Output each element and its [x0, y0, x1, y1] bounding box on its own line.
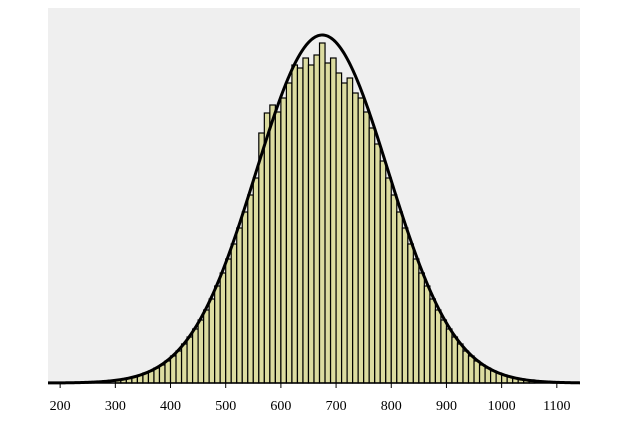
bar [418, 272, 425, 384]
bar [313, 54, 321, 384]
bar [219, 272, 227, 384]
bar [401, 227, 409, 384]
bar [263, 112, 271, 384]
bar [247, 194, 254, 384]
bar [462, 350, 470, 384]
bar [280, 97, 288, 384]
x-tick-label: 1000 [488, 399, 516, 414]
bar [180, 343, 188, 384]
normal-curve [47, 33, 581, 385]
bar [197, 319, 205, 384]
bar [269, 104, 276, 384]
x-tick-label: 1100 [543, 399, 570, 414]
bar [374, 143, 381, 384]
x-tick-label: 300 [105, 399, 126, 414]
bar [175, 350, 183, 384]
bar [434, 309, 442, 384]
bar [252, 177, 260, 384]
bar [225, 258, 232, 384]
bar [302, 57, 310, 384]
bar [203, 309, 210, 384]
x-tick-label: 900 [436, 399, 457, 414]
bar [208, 298, 216, 384]
bar [379, 160, 387, 384]
bar [390, 194, 398, 384]
x-tick-label: 600 [270, 399, 291, 414]
x-tick-label: 500 [215, 399, 236, 414]
x-tick-label: 800 [381, 399, 402, 414]
bar [352, 92, 359, 384]
bar [186, 336, 194, 384]
bar [191, 328, 199, 384]
bar [329, 57, 337, 384]
bar [318, 42, 326, 384]
x-tick-label: 700 [326, 399, 347, 414]
bar [158, 364, 166, 384]
bar [357, 97, 365, 384]
bar [241, 211, 249, 384]
x-tick-label: 400 [160, 399, 181, 414]
bar [340, 82, 348, 384]
bar [363, 111, 370, 384]
bar [467, 355, 475, 384]
bar [324, 62, 332, 384]
bar [385, 177, 392, 384]
bar [346, 77, 354, 384]
bar [478, 364, 486, 384]
bar [307, 64, 315, 384]
bar [296, 67, 304, 384]
bar [445, 328, 453, 384]
bar [440, 319, 448, 384]
bar [230, 243, 238, 384]
bar [473, 360, 481, 384]
bar [407, 243, 414, 384]
bar [368, 127, 376, 384]
bar [258, 132, 265, 384]
bar [451, 336, 459, 384]
bar [423, 285, 431, 384]
bar [214, 285, 221, 384]
bar [285, 82, 293, 384]
bar [396, 211, 403, 384]
bar [456, 343, 464, 384]
bar [429, 298, 437, 384]
x-tick-label: 200 [50, 399, 71, 414]
bar [274, 111, 282, 384]
bar [169, 355, 177, 384]
bar [412, 258, 420, 384]
bar [291, 64, 299, 384]
bar [236, 227, 243, 384]
bar [164, 360, 172, 384]
bar [335, 72, 343, 384]
